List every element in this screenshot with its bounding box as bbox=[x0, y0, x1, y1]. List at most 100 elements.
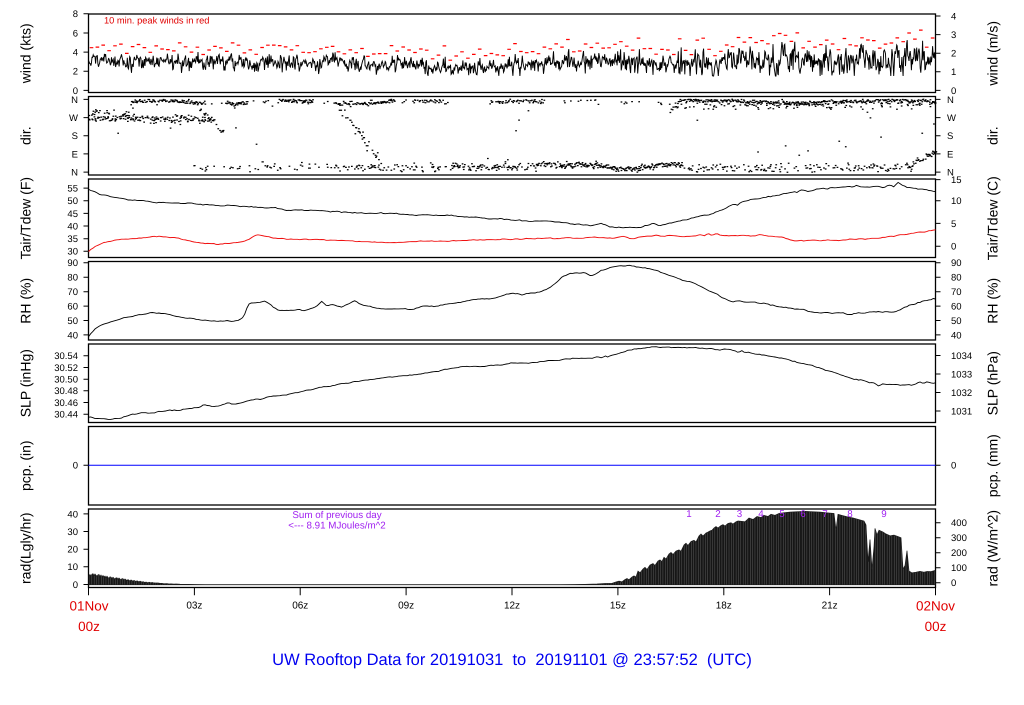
svg-text:0: 0 bbox=[73, 86, 78, 97]
svg-text:Tair/Tdew (F): Tair/Tdew (F) bbox=[18, 177, 34, 259]
svg-text:70: 70 bbox=[67, 287, 78, 298]
svg-text:6: 6 bbox=[800, 509, 806, 520]
svg-text:7: 7 bbox=[822, 509, 827, 520]
svg-text:pcp. (mm): pcp. (mm) bbox=[985, 434, 1001, 497]
svg-text:<--- 8.91 MJoules/m^2: <--- 8.91 MJoules/m^2 bbox=[288, 521, 385, 532]
svg-text:300: 300 bbox=[951, 533, 967, 544]
svg-text:40: 40 bbox=[67, 330, 78, 341]
svg-text:10 min. peak winds in red: 10 min. peak winds in red bbox=[104, 16, 209, 26]
svg-text:40: 40 bbox=[67, 509, 78, 520]
svg-text:18z: 18z bbox=[716, 601, 732, 612]
svg-text:40: 40 bbox=[951, 330, 962, 341]
svg-text:E: E bbox=[72, 149, 78, 160]
svg-text:3: 3 bbox=[737, 509, 743, 520]
svg-text:8: 8 bbox=[847, 509, 853, 520]
svg-text:80: 80 bbox=[67, 273, 78, 284]
svg-text:1032: 1032 bbox=[951, 388, 972, 399]
svg-text:03z: 03z bbox=[186, 601, 202, 612]
svg-text:0: 0 bbox=[951, 578, 956, 589]
svg-text:35: 35 bbox=[67, 234, 78, 245]
svg-text:09z: 09z bbox=[398, 601, 414, 612]
svg-text:90: 90 bbox=[951, 258, 962, 269]
svg-text:60: 60 bbox=[67, 301, 78, 312]
svg-text:5: 5 bbox=[779, 509, 785, 520]
svg-text:4: 4 bbox=[73, 48, 78, 59]
svg-text:30.48: 30.48 bbox=[54, 386, 78, 397]
svg-text:30.44: 30.44 bbox=[54, 410, 78, 421]
svg-text:E: E bbox=[947, 149, 953, 160]
svg-text:RH (%): RH (%) bbox=[985, 278, 1001, 324]
svg-text:90: 90 bbox=[67, 258, 78, 269]
svg-text:8: 8 bbox=[73, 9, 78, 20]
svg-text:1033: 1033 bbox=[951, 369, 972, 380]
svg-text:RH (%): RH (%) bbox=[18, 278, 34, 324]
svg-text:70: 70 bbox=[951, 287, 962, 298]
svg-text:N: N bbox=[71, 168, 78, 179]
svg-text:1: 1 bbox=[686, 509, 691, 520]
svg-text:pcp. (in): pcp. (in) bbox=[18, 440, 34, 491]
svg-text:Sum of previous day: Sum of previous day bbox=[292, 510, 381, 521]
svg-text:S: S bbox=[947, 131, 953, 142]
svg-text:rad(Lgly/hr): rad(Lgly/hr) bbox=[18, 512, 34, 584]
svg-text:5: 5 bbox=[951, 219, 956, 230]
svg-text:rad (W/m^2): rad (W/m^2) bbox=[985, 510, 1001, 587]
svg-text:40: 40 bbox=[67, 221, 78, 232]
svg-text:W: W bbox=[69, 113, 78, 124]
svg-text:30.54: 30.54 bbox=[54, 351, 78, 362]
svg-text:1: 1 bbox=[951, 67, 956, 78]
svg-text:21z: 21z bbox=[822, 601, 838, 612]
svg-text:0: 0 bbox=[951, 461, 956, 472]
svg-text:60: 60 bbox=[951, 301, 962, 312]
svg-text:00z: 00z bbox=[78, 619, 100, 634]
svg-text:wind (m/s): wind (m/s) bbox=[985, 21, 1001, 87]
svg-text:45: 45 bbox=[67, 209, 78, 220]
svg-text:UW Rooftop Data for 20191031: UW Rooftop Data for 20191031 to 20191101… bbox=[272, 651, 752, 669]
svg-text:30.50: 30.50 bbox=[54, 375, 78, 386]
svg-text:10: 10 bbox=[67, 562, 78, 573]
svg-text:30.46: 30.46 bbox=[54, 398, 78, 409]
svg-text:1031: 1031 bbox=[951, 406, 972, 417]
svg-text:02Nov: 02Nov bbox=[916, 599, 955, 614]
svg-text:50: 50 bbox=[67, 316, 78, 327]
svg-text:10: 10 bbox=[951, 196, 962, 207]
svg-text:9: 9 bbox=[881, 509, 886, 520]
svg-text:50: 50 bbox=[67, 196, 78, 207]
svg-text:80: 80 bbox=[951, 273, 962, 284]
svg-text:400: 400 bbox=[951, 518, 967, 529]
svg-text:2: 2 bbox=[715, 509, 720, 520]
svg-text:6: 6 bbox=[73, 28, 78, 39]
svg-text:2: 2 bbox=[73, 67, 78, 78]
svg-text:SLP (hPa): SLP (hPa) bbox=[985, 351, 1001, 415]
svg-text:0: 0 bbox=[73, 461, 78, 472]
svg-text:Tair/Tdew (C): Tair/Tdew (C) bbox=[985, 176, 1001, 260]
svg-text:W: W bbox=[947, 113, 956, 124]
svg-text:N: N bbox=[71, 95, 78, 106]
svg-text:30: 30 bbox=[67, 247, 78, 258]
svg-text:01Nov: 01Nov bbox=[69, 599, 108, 614]
svg-text:55: 55 bbox=[67, 184, 78, 195]
svg-text:200: 200 bbox=[951, 548, 967, 559]
svg-text:20: 20 bbox=[67, 545, 78, 556]
svg-text:06z: 06z bbox=[292, 601, 308, 612]
svg-text:2: 2 bbox=[951, 49, 956, 60]
svg-text:N: N bbox=[947, 95, 954, 106]
svg-text:dir.: dir. bbox=[985, 126, 1001, 145]
svg-text:12z: 12z bbox=[504, 601, 520, 612]
svg-text:S: S bbox=[72, 131, 78, 142]
svg-text:wind (kts): wind (kts) bbox=[18, 23, 34, 84]
svg-text:0: 0 bbox=[951, 242, 956, 253]
svg-text:dir.: dir. bbox=[18, 126, 34, 145]
svg-text:4: 4 bbox=[951, 11, 956, 22]
svg-text:30: 30 bbox=[67, 527, 78, 538]
svg-text:0: 0 bbox=[73, 580, 78, 591]
svg-text:15: 15 bbox=[951, 175, 962, 186]
svg-text:15z: 15z bbox=[610, 601, 626, 612]
svg-text:50: 50 bbox=[951, 316, 962, 327]
svg-text:100: 100 bbox=[951, 563, 967, 574]
svg-text:SLP (inHg): SLP (inHg) bbox=[18, 349, 34, 417]
svg-text:N: N bbox=[947, 168, 954, 179]
svg-text:00z: 00z bbox=[925, 619, 947, 634]
svg-text:3: 3 bbox=[951, 30, 956, 41]
svg-text:4: 4 bbox=[758, 509, 764, 520]
svg-text:30.52: 30.52 bbox=[54, 363, 78, 374]
